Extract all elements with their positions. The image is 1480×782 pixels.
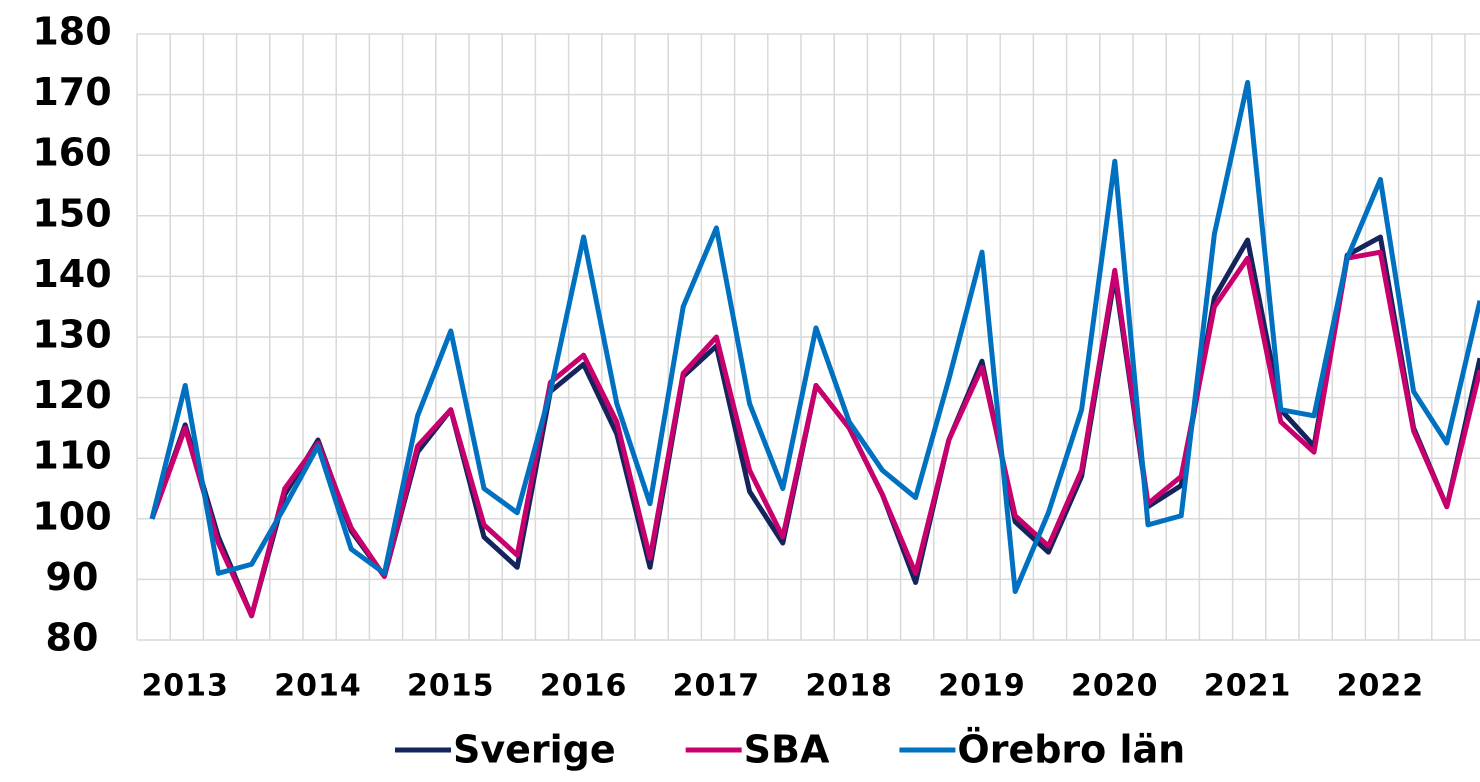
legend-label: Sverige: [453, 728, 616, 772]
series-line: [149, 79, 1480, 595]
x-tick-label: 2016: [540, 669, 628, 704]
y-tick-label: 110: [32, 434, 111, 478]
series-line: [149, 249, 1480, 619]
x-tick-label: 2020: [1071, 669, 1159, 704]
x-tick-label: 2015: [407, 669, 495, 704]
series-line: [149, 234, 1480, 619]
legend-label: Örebro län: [957, 728, 1185, 772]
y-tick-label: 90: [46, 555, 99, 599]
y-tick-label: 80: [46, 616, 99, 660]
y-tick-label: 170: [32, 70, 111, 114]
x-tick-label: 2017: [673, 669, 761, 704]
y-tick-label: 130: [32, 313, 111, 357]
y-tick-label: 160: [32, 131, 111, 175]
x-tick-label: 2018: [805, 669, 893, 704]
x-tick-label: 2022: [1337, 669, 1425, 704]
x-tick-label: 2019: [938, 669, 1026, 704]
y-tick-label: 120: [32, 373, 111, 417]
legend-label: SBA: [744, 728, 830, 772]
y-tick-label: 150: [32, 191, 111, 235]
y-tick-label: 100: [32, 494, 111, 538]
x-tick-label: 2014: [274, 669, 362, 704]
y-tick-label: 140: [32, 252, 111, 296]
x-tick-label: 2013: [141, 669, 229, 704]
y-tick-label: 180: [32, 10, 111, 54]
x-tick-label: 2021: [1204, 669, 1292, 704]
